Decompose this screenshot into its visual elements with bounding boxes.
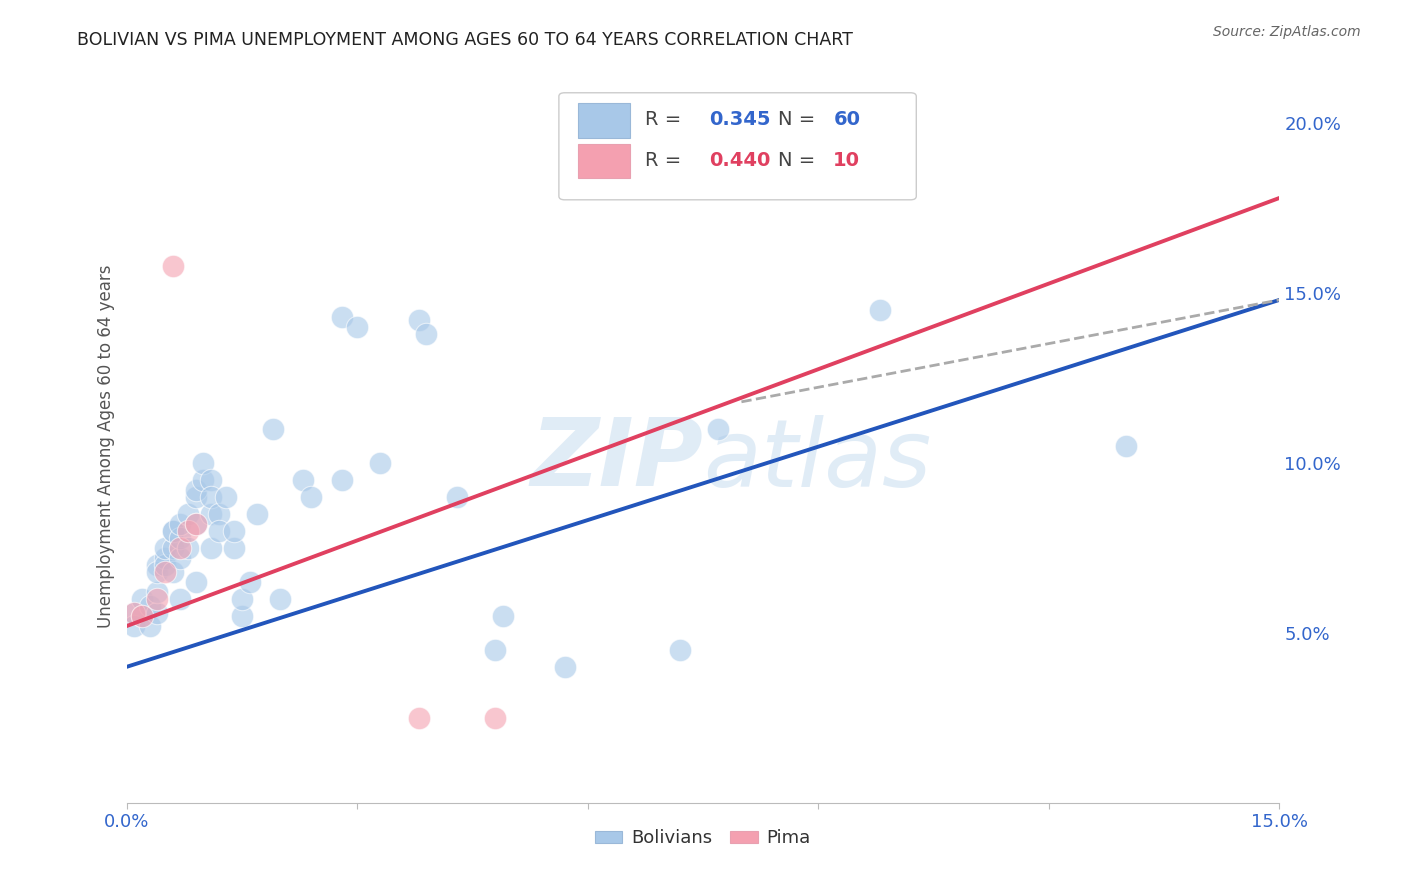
Text: N =: N =: [778, 110, 821, 128]
Point: [162, 541, 184, 555]
Point: [184, 517, 207, 532]
Point: [146, 565, 169, 579]
Text: ZIP: ZIP: [530, 414, 703, 507]
Point: [492, 608, 515, 623]
Point: [330, 310, 353, 324]
FancyBboxPatch shape: [560, 93, 917, 200]
Text: atlas: atlas: [703, 415, 931, 506]
Text: 60: 60: [834, 110, 860, 128]
Point: [162, 524, 184, 538]
Point: [153, 551, 176, 566]
Text: Source: ZipAtlas.com: Source: ZipAtlas.com: [1213, 25, 1361, 39]
Point: [408, 711, 430, 725]
Point: [122, 619, 145, 633]
Point: [131, 608, 153, 623]
Text: R =: R =: [645, 110, 688, 128]
Point: [177, 541, 200, 555]
Point: [484, 643, 506, 657]
Point: [122, 606, 145, 620]
Point: [869, 303, 891, 318]
Point: [238, 574, 260, 589]
Point: [193, 473, 215, 487]
Point: [169, 541, 191, 555]
Point: [122, 606, 145, 620]
Point: [131, 608, 153, 623]
Point: [707, 422, 730, 436]
Point: [415, 326, 437, 341]
Point: [177, 524, 200, 538]
Point: [146, 585, 169, 599]
Point: [262, 422, 284, 436]
Text: R =: R =: [645, 151, 688, 170]
Point: [1115, 439, 1137, 453]
Point: [200, 490, 222, 504]
Point: [208, 507, 231, 521]
Point: [169, 531, 191, 545]
Point: [184, 490, 207, 504]
Text: 10: 10: [834, 151, 860, 170]
Point: [669, 643, 692, 657]
Point: [231, 591, 253, 606]
FancyBboxPatch shape: [578, 145, 630, 178]
Point: [184, 483, 207, 498]
Point: [446, 490, 468, 504]
Point: [368, 456, 391, 470]
Point: [162, 259, 184, 273]
Y-axis label: Unemployment Among Ages 60 to 64 years: Unemployment Among Ages 60 to 64 years: [97, 264, 115, 628]
Point: [224, 541, 246, 555]
Point: [169, 517, 191, 532]
Point: [184, 574, 207, 589]
Legend: Bolivians, Pima: Bolivians, Pima: [588, 822, 818, 855]
Point: [224, 524, 246, 538]
Point: [184, 517, 207, 532]
Point: [153, 565, 176, 579]
Point: [177, 507, 200, 521]
Point: [330, 473, 353, 487]
Point: [153, 541, 176, 555]
Point: [292, 473, 315, 487]
Point: [346, 320, 368, 334]
Point: [215, 490, 238, 504]
Point: [269, 591, 291, 606]
Point: [138, 599, 160, 613]
Point: [146, 558, 169, 572]
Point: [131, 591, 153, 606]
Point: [138, 619, 160, 633]
Point: [246, 507, 269, 521]
Point: [146, 606, 169, 620]
Point: [200, 507, 222, 521]
Point: [146, 591, 169, 606]
Point: [193, 456, 215, 470]
Text: BOLIVIAN VS PIMA UNEMPLOYMENT AMONG AGES 60 TO 64 YEARS CORRELATION CHART: BOLIVIAN VS PIMA UNEMPLOYMENT AMONG AGES…: [77, 31, 853, 49]
Text: 0.345: 0.345: [709, 110, 770, 128]
FancyBboxPatch shape: [578, 103, 630, 137]
Point: [153, 558, 176, 572]
Point: [231, 608, 253, 623]
Point: [554, 660, 576, 674]
Point: [299, 490, 322, 504]
Text: 0.440: 0.440: [709, 151, 770, 170]
Text: N =: N =: [778, 151, 821, 170]
Point: [169, 591, 191, 606]
Point: [162, 565, 184, 579]
Point: [208, 524, 231, 538]
Point: [408, 313, 430, 327]
Point: [200, 541, 222, 555]
Point: [484, 711, 506, 725]
Point: [200, 473, 222, 487]
Point: [169, 551, 191, 566]
Point: [162, 524, 184, 538]
